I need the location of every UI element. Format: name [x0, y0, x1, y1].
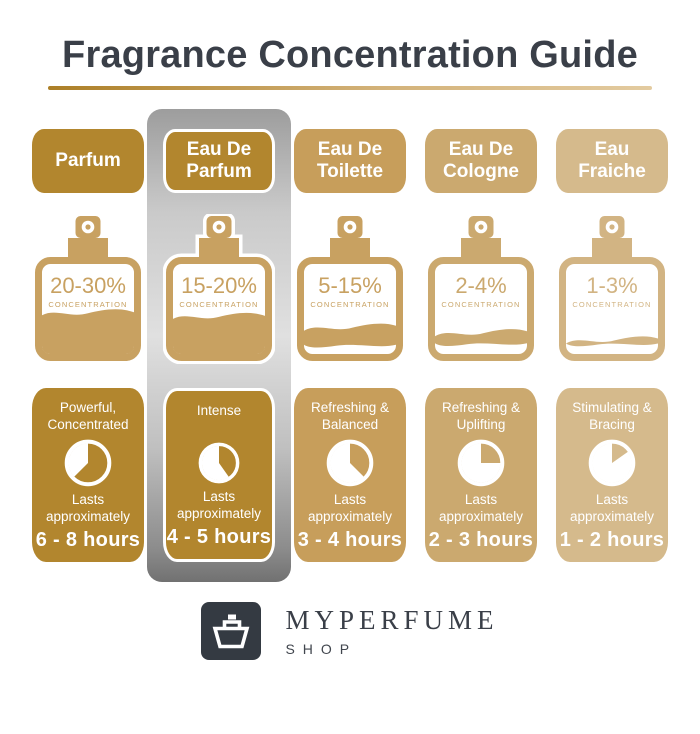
lasts-label: Lasts approximately: [438, 491, 524, 525]
fragrance-name-badge: Eau De Toilette: [294, 129, 406, 193]
lasts-label: Lasts approximately: [45, 491, 131, 525]
fragrance-character: Stimulating & Bracing: [572, 400, 652, 433]
duration-card: Refreshing & Uplifting Lasts approximate…: [425, 388, 537, 562]
fragrance-character: Refreshing & Balanced: [310, 400, 390, 433]
fragrance-name-badge: Eau Fraiche: [556, 129, 668, 193]
fragrance-name: Eau De Toilette: [316, 138, 384, 182]
duration-card: Intense Lasts approximately 4 - 5 hours: [163, 388, 275, 562]
fragrance-name: Eau De Cologne: [443, 138, 519, 182]
clock-icon: [588, 439, 636, 487]
brand-subtitle: SHOP: [285, 641, 358, 657]
fragrance-character: Intense: [196, 403, 242, 418]
fragrance-character: Refreshing & Uplifting: [441, 400, 521, 433]
perfume-bottle: 1-3% CONCENTRATION: [556, 214, 668, 364]
fragrance-column: Eau De Parfum 15-20% CONCENTRATION Inten…: [147, 109, 291, 582]
fragrance-name: Parfum: [55, 149, 121, 171]
perfume-bottle-icon: [297, 216, 403, 361]
duration-value: 2 - 3 hours: [428, 529, 534, 551]
footer-brand: MYPERFUME SHOP: [0, 602, 700, 660]
fragrance-name: Eau De Parfum: [186, 138, 252, 182]
perfume-bottle: 5-15% CONCENTRATION: [294, 214, 406, 364]
fragrance-column: Parfum 20-30% CONCENTRATION Powerful, Co…: [32, 129, 144, 562]
brand-text: MYPERFUME SHOP: [285, 605, 498, 657]
brand-name: MYPERFUME: [285, 605, 499, 635]
duration-value: 6 - 8 hours: [35, 529, 141, 551]
page-title: Fragrance Concentration Guide: [62, 34, 638, 76]
clock-icon: [457, 439, 505, 487]
fragrance-name-badge: Parfum: [32, 129, 144, 193]
duration-value: 1 - 2 hours: [559, 529, 665, 551]
fragrance-name: Eau Fraiche: [578, 138, 646, 182]
fragrance-name-badge: Eau De Cologne: [425, 129, 537, 193]
perfume-bottle-icon: [559, 216, 665, 361]
clock-icon: [198, 442, 240, 484]
lasts-label: Lasts approximately: [307, 491, 393, 525]
fragrance-character: Powerful, Concentrated: [47, 400, 129, 433]
perfume-bottle: 2-4% CONCENTRATION: [425, 214, 537, 364]
duration-value: 3 - 4 hours: [297, 529, 403, 551]
lasts-label: Lasts approximately: [569, 491, 655, 525]
duration-card: Stimulating & Bracing Lasts approximatel…: [556, 388, 668, 562]
clock-icon: [326, 439, 374, 487]
perfume-bottle: 20-30% CONCENTRATION: [32, 214, 144, 364]
lasts-label: Lasts approximately: [176, 488, 262, 522]
perfume-bottle-icon: [428, 216, 534, 361]
perfume-basket-icon: [213, 614, 250, 649]
duration-card: Powerful, Concentrated Lasts approximate…: [32, 388, 144, 562]
fragrance-column: Eau De Toilette 5-15% CONCENTRATION Refr…: [294, 129, 406, 562]
fragrance-column: Eau De Cologne 2-4% CONCENTRATION Refres…: [425, 129, 537, 562]
fragrance-guide-infographic: Fragrance Concentration Guide Parfum 20-…: [0, 34, 700, 660]
title-underline: [48, 86, 652, 90]
fragrance-column: Eau Fraiche 1-3% CONCENTRATION Stimulati…: [556, 129, 668, 562]
fragrance-columns: Parfum 20-30% CONCENTRATION Powerful, Co…: [0, 109, 700, 582]
perfume-bottle-icon: [35, 216, 141, 361]
perfume-bottle-icon: [163, 214, 275, 364]
duration-card: Refreshing & Balanced Lasts approximatel…: [294, 388, 406, 562]
duration-value: 4 - 5 hours: [166, 526, 272, 548]
brand-logo-icon: [201, 602, 262, 660]
header: Fragrance Concentration Guide: [0, 34, 700, 90]
clock-icon: [64, 439, 112, 487]
perfume-bottle: 15-20% CONCENTRATION: [163, 214, 275, 364]
fragrance-name-badge: Eau De Parfum: [163, 129, 275, 193]
